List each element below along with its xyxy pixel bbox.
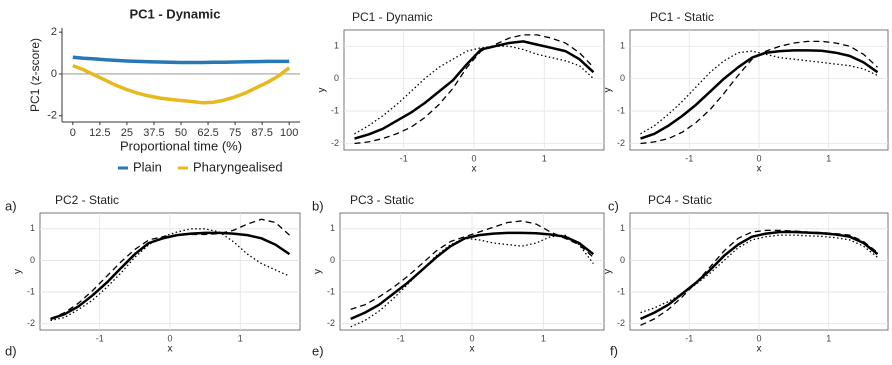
x-axis-label: x xyxy=(757,164,762,175)
y-tick-label: 0 xyxy=(51,68,57,80)
x-tick-label: 0 xyxy=(471,153,476,163)
y-tick-label: -2 xyxy=(617,138,625,148)
panel-label: a) xyxy=(5,198,17,213)
x-tick-label: -1 xyxy=(400,153,408,163)
y-tick-label: 1 xyxy=(334,41,339,51)
y-tick-label: 0 xyxy=(620,73,625,83)
x-tick-label: -1 xyxy=(397,333,405,343)
series-line xyxy=(354,34,594,145)
x-tick-label: 1 xyxy=(826,333,831,343)
x-tick-label: -1 xyxy=(685,333,693,343)
series-line xyxy=(50,218,290,320)
x-tick-label: 0 xyxy=(70,127,76,139)
x-axis-label: x xyxy=(472,164,477,175)
y-tick-label: 0 xyxy=(330,255,335,265)
y-axis-label: y xyxy=(603,88,614,93)
series-line xyxy=(72,63,291,105)
x-tick-label: 50 xyxy=(175,127,187,139)
y-axis-label: y xyxy=(603,269,614,274)
y-axis-label: y xyxy=(13,269,24,274)
x-tick-label: 0 xyxy=(756,153,761,163)
y-tick-label: 1 xyxy=(620,41,625,51)
chart-title: PC1 - Dynamic xyxy=(129,6,220,21)
x-tick-label: -1 xyxy=(96,333,104,343)
x-tick-label: 0 xyxy=(756,333,761,343)
series-line xyxy=(640,40,878,145)
panel-label: c) xyxy=(608,198,619,213)
x-tick-label: 0 xyxy=(469,333,474,343)
y-tick-label: 0 xyxy=(334,73,339,83)
x-tick-label: 12.5 xyxy=(89,127,110,139)
legend-label: Pharyngealised xyxy=(193,159,283,174)
chart-title: PC3 - Static xyxy=(350,193,414,207)
y-tick-label: -2 xyxy=(327,318,335,328)
series-line xyxy=(350,220,594,311)
series-line xyxy=(50,231,291,321)
y-tick-label: -2 xyxy=(47,110,57,122)
x-tick-label: 1 xyxy=(542,153,547,163)
chart-title: PC2 - Static xyxy=(55,193,119,207)
y-tick-label: -2 xyxy=(617,318,625,328)
y-axis-label: y xyxy=(317,88,328,93)
legend-label: Plain xyxy=(133,159,162,174)
y-tick-label: 0 xyxy=(620,255,625,265)
y-tick-label: -2 xyxy=(331,138,339,148)
panel-label: b) xyxy=(312,198,324,213)
series-line xyxy=(50,228,290,322)
x-tick-label: 62.5 xyxy=(197,127,218,139)
x-tick-label: 1 xyxy=(238,333,243,343)
series-line xyxy=(640,234,878,314)
x-tick-label: 0 xyxy=(167,333,172,343)
series-line xyxy=(350,231,595,321)
series-line xyxy=(639,230,879,321)
y-tick-label: 2 xyxy=(51,26,57,38)
y-tick-label: -1 xyxy=(331,105,339,115)
x-tick-label: 37.5 xyxy=(143,127,164,139)
panel-label: d) xyxy=(5,343,17,358)
x-tick-label: 1 xyxy=(826,153,831,163)
x-tick-label: 100 xyxy=(280,127,298,139)
panel-label: f) xyxy=(610,343,618,358)
chart-title: PC4 - Static xyxy=(648,193,712,207)
x-axis-label: x xyxy=(168,344,173,355)
chart-title: PC1 - Static xyxy=(650,10,714,24)
y-axis-label: y xyxy=(313,269,324,274)
y-tick-label: -2 xyxy=(27,318,35,328)
series-line xyxy=(640,50,878,135)
y-tick-label: -1 xyxy=(617,286,625,296)
panel-label: e) xyxy=(312,343,324,358)
y-tick-label: 0 xyxy=(30,255,35,265)
series-line xyxy=(354,45,594,135)
x-axis-label: x xyxy=(757,344,762,355)
x-tick-label: 75 xyxy=(229,127,241,139)
x-axis-label: Proportional time (%) xyxy=(120,138,242,153)
y-tick-label: 1 xyxy=(330,223,335,233)
series-line xyxy=(72,55,290,65)
x-tick-label: -1 xyxy=(685,153,693,163)
y-tick-label: -1 xyxy=(617,105,625,115)
y-tick-label: 1 xyxy=(30,223,35,233)
series-line xyxy=(350,234,594,328)
x-axis-label: x xyxy=(470,344,475,355)
y-axis-label: PC1 (z-score) xyxy=(28,38,42,112)
y-tick-label: 1 xyxy=(620,223,625,233)
x-tick-label: 87.5 xyxy=(251,127,272,139)
series-line xyxy=(640,229,878,326)
series-line xyxy=(354,40,595,140)
x-tick-label: 25 xyxy=(121,127,133,139)
y-tick-label: -1 xyxy=(27,286,35,296)
y-tick-label: -1 xyxy=(327,286,335,296)
chart-title: PC1 - Dynamic xyxy=(352,10,433,24)
x-tick-label: 1 xyxy=(541,333,546,343)
